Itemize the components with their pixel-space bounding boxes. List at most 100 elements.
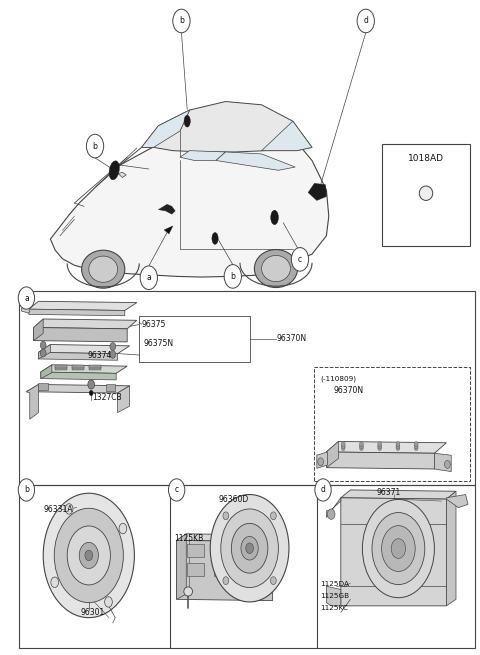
Polygon shape [326,586,341,606]
Circle shape [318,458,324,466]
Polygon shape [50,123,329,277]
Polygon shape [434,453,451,472]
Text: 1327CB: 1327CB [92,393,122,402]
Circle shape [67,526,110,585]
Polygon shape [262,121,312,151]
Circle shape [210,495,289,602]
Text: 1125KB: 1125KB [174,534,204,543]
Text: 96360D: 96360D [218,495,249,504]
Polygon shape [177,540,273,601]
Circle shape [360,441,363,447]
Polygon shape [26,384,38,419]
Polygon shape [326,441,338,468]
Circle shape [360,445,363,451]
Bar [214,563,230,576]
Polygon shape [38,345,130,354]
Circle shape [89,390,93,396]
Text: b: b [230,272,235,281]
Polygon shape [118,386,130,413]
Circle shape [51,577,59,588]
Polygon shape [26,384,130,393]
Circle shape [54,508,123,603]
Polygon shape [177,534,282,542]
Circle shape [65,504,73,514]
Text: 96374: 96374 [88,351,112,360]
Text: 96301: 96301 [81,608,105,617]
Text: c: c [175,485,179,495]
Circle shape [315,479,331,501]
Circle shape [341,443,345,449]
Circle shape [341,441,345,447]
Circle shape [246,543,253,553]
Circle shape [168,479,185,501]
Bar [89,365,101,368]
Bar [106,384,115,391]
Polygon shape [446,495,468,508]
Circle shape [396,443,400,449]
Bar [240,563,257,576]
Circle shape [40,349,46,357]
Circle shape [382,525,415,571]
Circle shape [378,445,382,451]
Bar [187,544,204,557]
Circle shape [221,509,278,588]
Polygon shape [41,365,52,379]
Text: 96375N: 96375N [144,339,174,348]
Circle shape [110,343,116,350]
Polygon shape [38,345,50,359]
Polygon shape [118,172,126,178]
Ellipse shape [271,210,278,225]
Circle shape [105,597,112,607]
Text: a: a [146,273,151,282]
Circle shape [444,460,450,468]
Polygon shape [158,204,175,214]
Text: a: a [24,293,29,303]
Text: d: d [363,16,368,26]
Circle shape [341,445,345,451]
Circle shape [362,499,434,597]
Circle shape [270,576,276,584]
Text: 96371: 96371 [377,488,401,497]
Text: 96375: 96375 [142,320,166,329]
Polygon shape [29,301,137,310]
Polygon shape [38,352,118,360]
Circle shape [86,134,104,158]
Circle shape [357,9,374,33]
Circle shape [18,479,35,501]
Circle shape [224,265,241,288]
Circle shape [270,512,276,520]
Polygon shape [29,309,125,316]
Ellipse shape [184,115,190,127]
Circle shape [88,380,95,389]
Polygon shape [180,151,226,160]
Bar [240,544,257,557]
Circle shape [360,443,363,449]
Bar [55,367,67,370]
Ellipse shape [262,255,290,282]
Text: 96370N: 96370N [277,334,307,343]
Polygon shape [341,490,456,499]
Circle shape [396,441,400,447]
Circle shape [291,248,309,271]
Polygon shape [341,498,446,606]
Bar [214,544,230,557]
Circle shape [223,576,229,584]
Circle shape [40,341,46,349]
Polygon shape [34,319,137,329]
Text: (-110809): (-110809) [320,375,356,382]
Circle shape [372,512,425,585]
Polygon shape [216,152,295,170]
Polygon shape [142,102,312,152]
Circle shape [85,550,93,561]
Circle shape [396,445,400,451]
Circle shape [391,538,406,558]
Polygon shape [22,308,30,313]
Circle shape [18,287,35,309]
Circle shape [414,445,418,451]
Circle shape [140,266,157,290]
Text: d: d [321,485,325,495]
Bar [72,365,84,368]
Bar [38,383,48,390]
Bar [19,485,475,648]
Circle shape [173,9,190,33]
